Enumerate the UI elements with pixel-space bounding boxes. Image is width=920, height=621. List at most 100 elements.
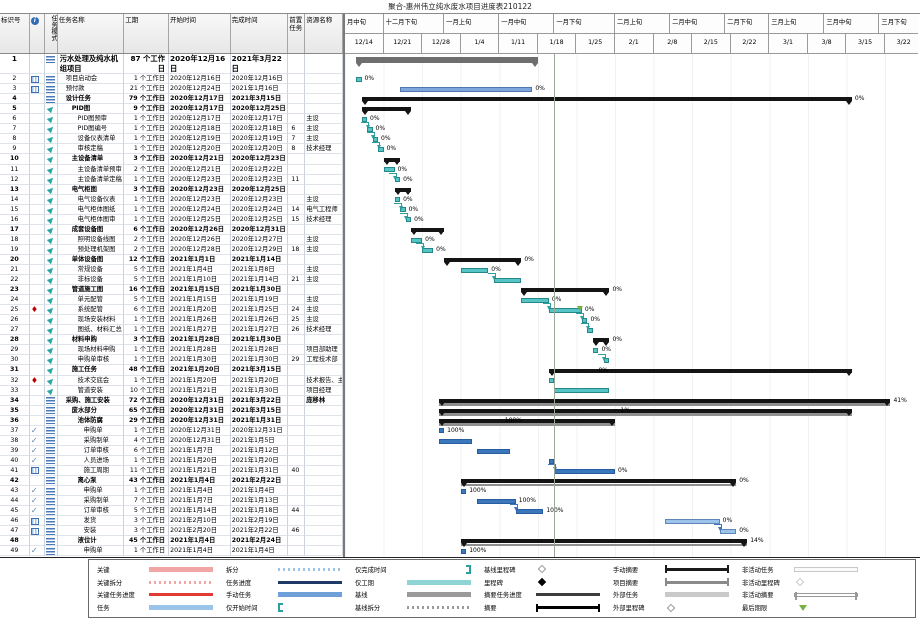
task-row-45[interactable]: 45 ✓ 订单审核 5 个工作日 2021年1月14日 2021年1月18日 44 (0, 506, 343, 517)
gantt-bar-summary[interactable] (361, 107, 412, 115)
task-row-29[interactable]: 29 现场材料申购 1 个工作日 2021年1月28日 2021年1月28日 项目部助理 (0, 345, 343, 356)
column-header-8[interactable]: 资源名称 (305, 14, 343, 53)
gantt-bar-light[interactable] (719, 528, 737, 534)
gantt-bar-summary[interactable] (411, 227, 445, 236)
task-row-39[interactable]: 39 ✓ 订单审核 6 个工作日 2021年1月7日 2021年1月12日 (0, 445, 343, 456)
task-row-49[interactable]: 49 ✓ 申购单 1 个工作日 2021年1月4日 2021年1月4日 (0, 546, 343, 557)
task-row-8[interactable]: 8 设备仪表清单 1 个工作日 2020年12月19日 2020年12月19日 7 主设 (0, 134, 343, 145)
task-row-13[interactable]: 13 电气柜图 3 个工作日 2020年12月23日 2020年12月25日 (0, 184, 343, 195)
task-row-11[interactable]: 11 主设备清单预审 2 个工作日 2020年12月21日 2020年12月22日 (0, 164, 343, 175)
task-row-21[interactable]: 21 常规设备 5 个工作日 2021年1月4日 2021年1月8日 主设 (0, 264, 343, 276)
task-row-44[interactable]: 44 ✓ 采购制单 7 个工作日 2021年1月7日 2021年1月13日 (0, 496, 343, 507)
gantt-bar-summary[interactable] (460, 539, 748, 547)
task-row-42[interactable]: 42 离心泵 43 个工作日 2021年1月4日 2021年2月22日 (0, 475, 343, 487)
task-row-33[interactable]: 33 管道安装 10 个工作日 2021年1月21日 2021年1月30日 项目经理 (0, 385, 343, 396)
gantt-bar-task[interactable] (587, 327, 593, 333)
gantt-bar-summary[interactable] (438, 398, 891, 407)
task-row-19[interactable]: 19 预处理机架图 2 个工作日 2020年12月28日 2020年12月29日 18 主设 (0, 244, 343, 255)
task-row-3[interactable]: 3 预付款 21 个工作日 2020年12月24日 2021年1月16日 (0, 84, 343, 95)
task-row-18[interactable]: 18 照明设备线图 2 个工作日 2020年12月26日 2020年12月27日 主设 (0, 234, 343, 245)
task-row-12[interactable]: 12 主设备清单定稿 1 个工作日 2020年12月23日 2020年12月23日 11 (0, 174, 343, 185)
task-row-38[interactable]: 38 ✓ 采购制单 4 个工作日 2020年12月31日 2021年1月5日 (0, 435, 343, 446)
gantt-bar-task[interactable] (361, 116, 368, 122)
gantt-bar-task[interactable] (367, 126, 373, 132)
column-header-7[interactable]: 前置任务 (288, 14, 306, 53)
gantt-bar-task[interactable] (422, 247, 434, 253)
task-row-22[interactable]: 22 非标设备 5 个工作日 2021年1月10日 2021年1月14日 21 主设 (0, 275, 343, 286)
gantt-bar-done[interactable] (460, 488, 467, 494)
gantt-bar-task[interactable] (394, 177, 401, 183)
gantt-bar-summary[interactable] (460, 479, 737, 487)
task-row-1[interactable]: 1 污水处理及纯水机组项目 87 个工作日 2020年12月16日 2021年3月22日 (0, 54, 343, 75)
gantt-bar-task[interactable] (400, 207, 406, 213)
column-header-1[interactable]: i (29, 14, 45, 53)
task-row-20[interactable]: 20 单体设备图 12 个工作日 2021年1月1日 2021年1月14日 (0, 254, 343, 265)
task-row-14[interactable]: 14 电气设备仪表 1 个工作日 2020年12月23日 2020年12月23日 主设 (0, 194, 343, 205)
task-row-36[interactable]: 36 池体防腐 29 个工作日 2020年12月31日 2021年1月31日 (0, 415, 343, 426)
gantt-bar-task[interactable] (603, 358, 610, 364)
task-row-37[interactable]: 37 ✓ 申购单 1 个工作日 2020年12月31日 2020年12月31日 (0, 425, 343, 436)
task-row-32[interactable]: 32 ♦ 技术交底会 1 个工作日 2021年1月20日 2021年1月20日 技术报告、主 (0, 375, 343, 386)
gantt-bar-done[interactable] (438, 438, 472, 444)
gantt-bar-done[interactable] (477, 448, 511, 454)
gantt-bar-summary[interactable] (521, 288, 610, 296)
gantt-bar-task[interactable] (521, 297, 549, 303)
gantt-bar-manual[interactable] (400, 86, 533, 92)
gantt-bar-task[interactable] (405, 217, 412, 223)
task-row-5[interactable]: 5 PID图 9 个工作日 2020年12月17日 2020年12月25日 (0, 104, 343, 115)
task-row-15[interactable]: 15 电气柜体图纸 1 个工作日 2020年12月24日 2020年12月24日 14 电气… (0, 204, 343, 215)
task-row-16[interactable]: 16 电气柜体图审 1 个工作日 2020年12月25日 2020年12月25日 15 技术… (0, 214, 343, 225)
gantt-bar-task[interactable] (383, 167, 395, 173)
gantt-bar-task[interactable] (394, 197, 401, 203)
task-row-25[interactable]: 25 ♦ 系统配管 6 个工作日 2021年1月20日 2021年1月25日 24 主设 (0, 305, 343, 316)
task-row-35[interactable]: 35 废水部分 65 个工作日 2020年12月31日 2021年3月15日 (0, 405, 343, 416)
task-row-6[interactable]: 6 PID图预审 1 个工作日 2020年12月17日 2020年12月17日 主设 (0, 114, 343, 125)
gantt-bar-done[interactable] (515, 508, 544, 514)
gantt-bar-light[interactable] (664, 518, 720, 524)
column-header-3[interactable]: 任务名称 (57, 14, 125, 53)
gantt-bar-task[interactable] (356, 76, 362, 82)
gantt-bar-summary[interactable] (361, 97, 853, 105)
gantt-bar-task[interactable] (592, 348, 599, 354)
task-row-28[interactable]: 28 材料申购 3 个工作日 2021年1月28日 2021年1月30日 (0, 335, 343, 346)
gantt-bar-summary[interactable] (438, 418, 616, 427)
task-row-41[interactable]: 41 施工周期 11 个工作日 2021年1月21日 2021年1月31日 40 (0, 465, 343, 476)
task-row-46[interactable]: 46 发货 3 个工作日 2021年2月10日 2021年2月19日 (0, 516, 343, 527)
column-header-0[interactable]: 标识号 (0, 14, 30, 53)
column-header-2[interactable]: 任务模式 (44, 14, 58, 53)
task-row-9[interactable]: 9 审核定稿 1 个工作日 2020年12月20日 2020年12月20日 8 技术经理 (0, 144, 343, 155)
gantt-bar-summary[interactable] (394, 187, 412, 196)
gantt-bar-done[interactable] (438, 428, 445, 434)
task-row-43[interactable]: 43 ✓ 申购单 1 个工作日 2021年1月4日 2021年1月4日 (0, 486, 343, 497)
gantt-bar-summary[interactable] (592, 338, 610, 346)
gantt-bar-done[interactable] (477, 498, 516, 504)
task-row-24[interactable]: 24 单元配管 5 个工作日 2021年1月15日 2021年1月19日 主设 (0, 295, 343, 306)
gantt-bar-summary[interactable] (444, 258, 522, 266)
gantt-bar-task[interactable] (554, 388, 610, 394)
gantt-bar-done[interactable] (554, 468, 615, 474)
gantt-bar-summary[interactable] (438, 408, 853, 417)
timescale[interactable]: 月中旬 十二月下旬 一月上旬 一月中旬 一月下旬 二月上旬 二月中旬 二月下旬 三月上旬 三月中旬… (345, 14, 918, 54)
task-row-48[interactable]: 48 液位计 45 个工作日 2021年1月4日 2021年2月24日 (0, 536, 343, 547)
gantt-bar-task[interactable] (548, 378, 555, 384)
task-row-40[interactable]: 40 ✓ 人员进场 1 个工作日 2021年1月20日 2021年1月20日 (0, 455, 343, 466)
gantt-bar-task[interactable] (372, 137, 379, 142)
gantt-bar-project[interactable] (356, 57, 538, 67)
column-header-6[interactable]: 完成时间 (230, 14, 289, 53)
gantt-bar-summary[interactable] (383, 157, 401, 165)
task-row-26[interactable]: 26 现场安装材料 1 个工作日 2021年1月26日 2021年1月26日 25 主设 (0, 315, 343, 326)
task-row-47[interactable]: 47 安装 3 个工作日 2021年2月20日 2021年2月22日 46 (0, 526, 343, 537)
task-row-31[interactable]: 31 施工任务 48 个工作日 2021年1月20日 2021年3月15日 (0, 365, 343, 376)
gantt-bar-task[interactable] (581, 317, 588, 323)
task-row-27[interactable]: 27 图纸、材料汇总 1 个工作日 2021年1月27日 2021年1月27日 26 技术经… (0, 325, 343, 336)
task-row-2[interactable]: 2 项目启动会 1 个工作日 2020年12月16日 2020年12月16日 (0, 74, 343, 85)
task-row-4[interactable]: 4 设计任务 79 个工作日 2020年12月17日 2021年3月15日 (0, 94, 343, 105)
task-row-7[interactable]: 7 PID图编号 1 个工作日 2020年12月18日 2020年12月18日 6 主设 (0, 124, 343, 135)
gantt-bar-done[interactable] (548, 458, 555, 464)
gantt-bar-done[interactable] (460, 549, 467, 555)
task-row-23[interactable]: 23 管道施工图 16 个工作日 2021年1月15日 2021年1月30日 (0, 285, 343, 296)
gantt-bar-task[interactable] (378, 147, 384, 153)
column-header-5[interactable]: 开始时间 (169, 14, 231, 53)
task-row-30[interactable]: 30 申购单审核 1 个工作日 2021年1月30日 2021年1月30日 29 工程技术部 (0, 355, 343, 366)
task-row-17[interactable]: 17 成套设备图 6 个工作日 2020年12月26日 2020年12月31日 (0, 224, 343, 235)
